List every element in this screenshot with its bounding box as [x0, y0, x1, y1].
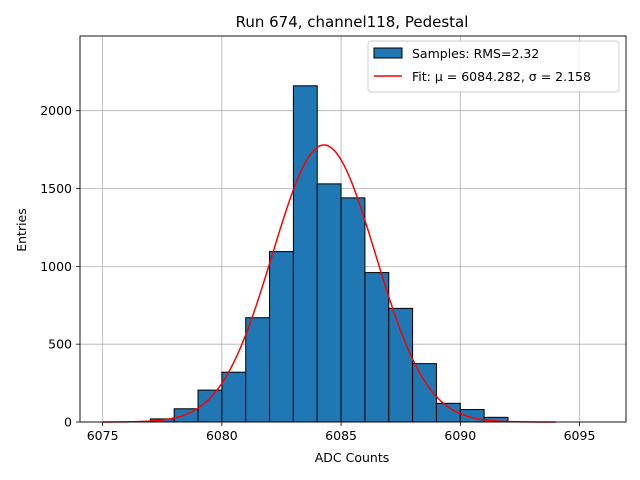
x-tick-label: 6090 — [444, 428, 476, 443]
legend-swatch-samples — [373, 47, 403, 59]
x-tick-label: 6085 — [325, 428, 357, 443]
y-tick-label: 0 — [64, 415, 72, 430]
axes-frame — [79, 35, 627, 423]
histogram-bar — [269, 251, 294, 423]
x-axis-ticks: 6075 6080 6085 6090 6095 — [87, 422, 596, 443]
x-axis-label: ADC Counts — [315, 450, 390, 465]
y-tick-label: 1500 — [40, 181, 72, 196]
histogram-bar — [388, 307, 414, 423]
y-axis-label: Entries — [14, 208, 29, 252]
histogram-bar — [245, 317, 271, 423]
legend-label-fit: Fit: μ = 6084.282, σ = 2.158 — [412, 69, 591, 84]
y-tick-label: 500 — [48, 337, 72, 352]
x-tick-label: 6075 — [87, 428, 119, 443]
legend-box — [367, 40, 620, 93]
histogram-bar — [316, 183, 342, 423]
histogram-bar — [340, 197, 366, 423]
y-tick-label: 1000 — [40, 259, 72, 274]
x-tick-label: 6095 — [564, 428, 596, 443]
histogram-bar — [292, 85, 318, 423]
fit-curve — [102, 144, 556, 423]
x-tick-label: 6080 — [206, 428, 238, 443]
histogram-bar — [221, 371, 247, 423]
histogram-bars — [149, 85, 509, 423]
y-tick-label: 2000 — [40, 103, 72, 118]
legend: Samples: RMS=2.32 Fit: μ = 6084.282, σ =… — [367, 40, 620, 93]
histogram-bar — [364, 272, 390, 423]
chart-title: Run 674, channel118, Pedestal — [236, 13, 469, 31]
y-axis-ticks: 0 500 1000 1500 2000 — [40, 103, 80, 430]
legend-label-samples: Samples: RMS=2.32 — [412, 46, 539, 61]
